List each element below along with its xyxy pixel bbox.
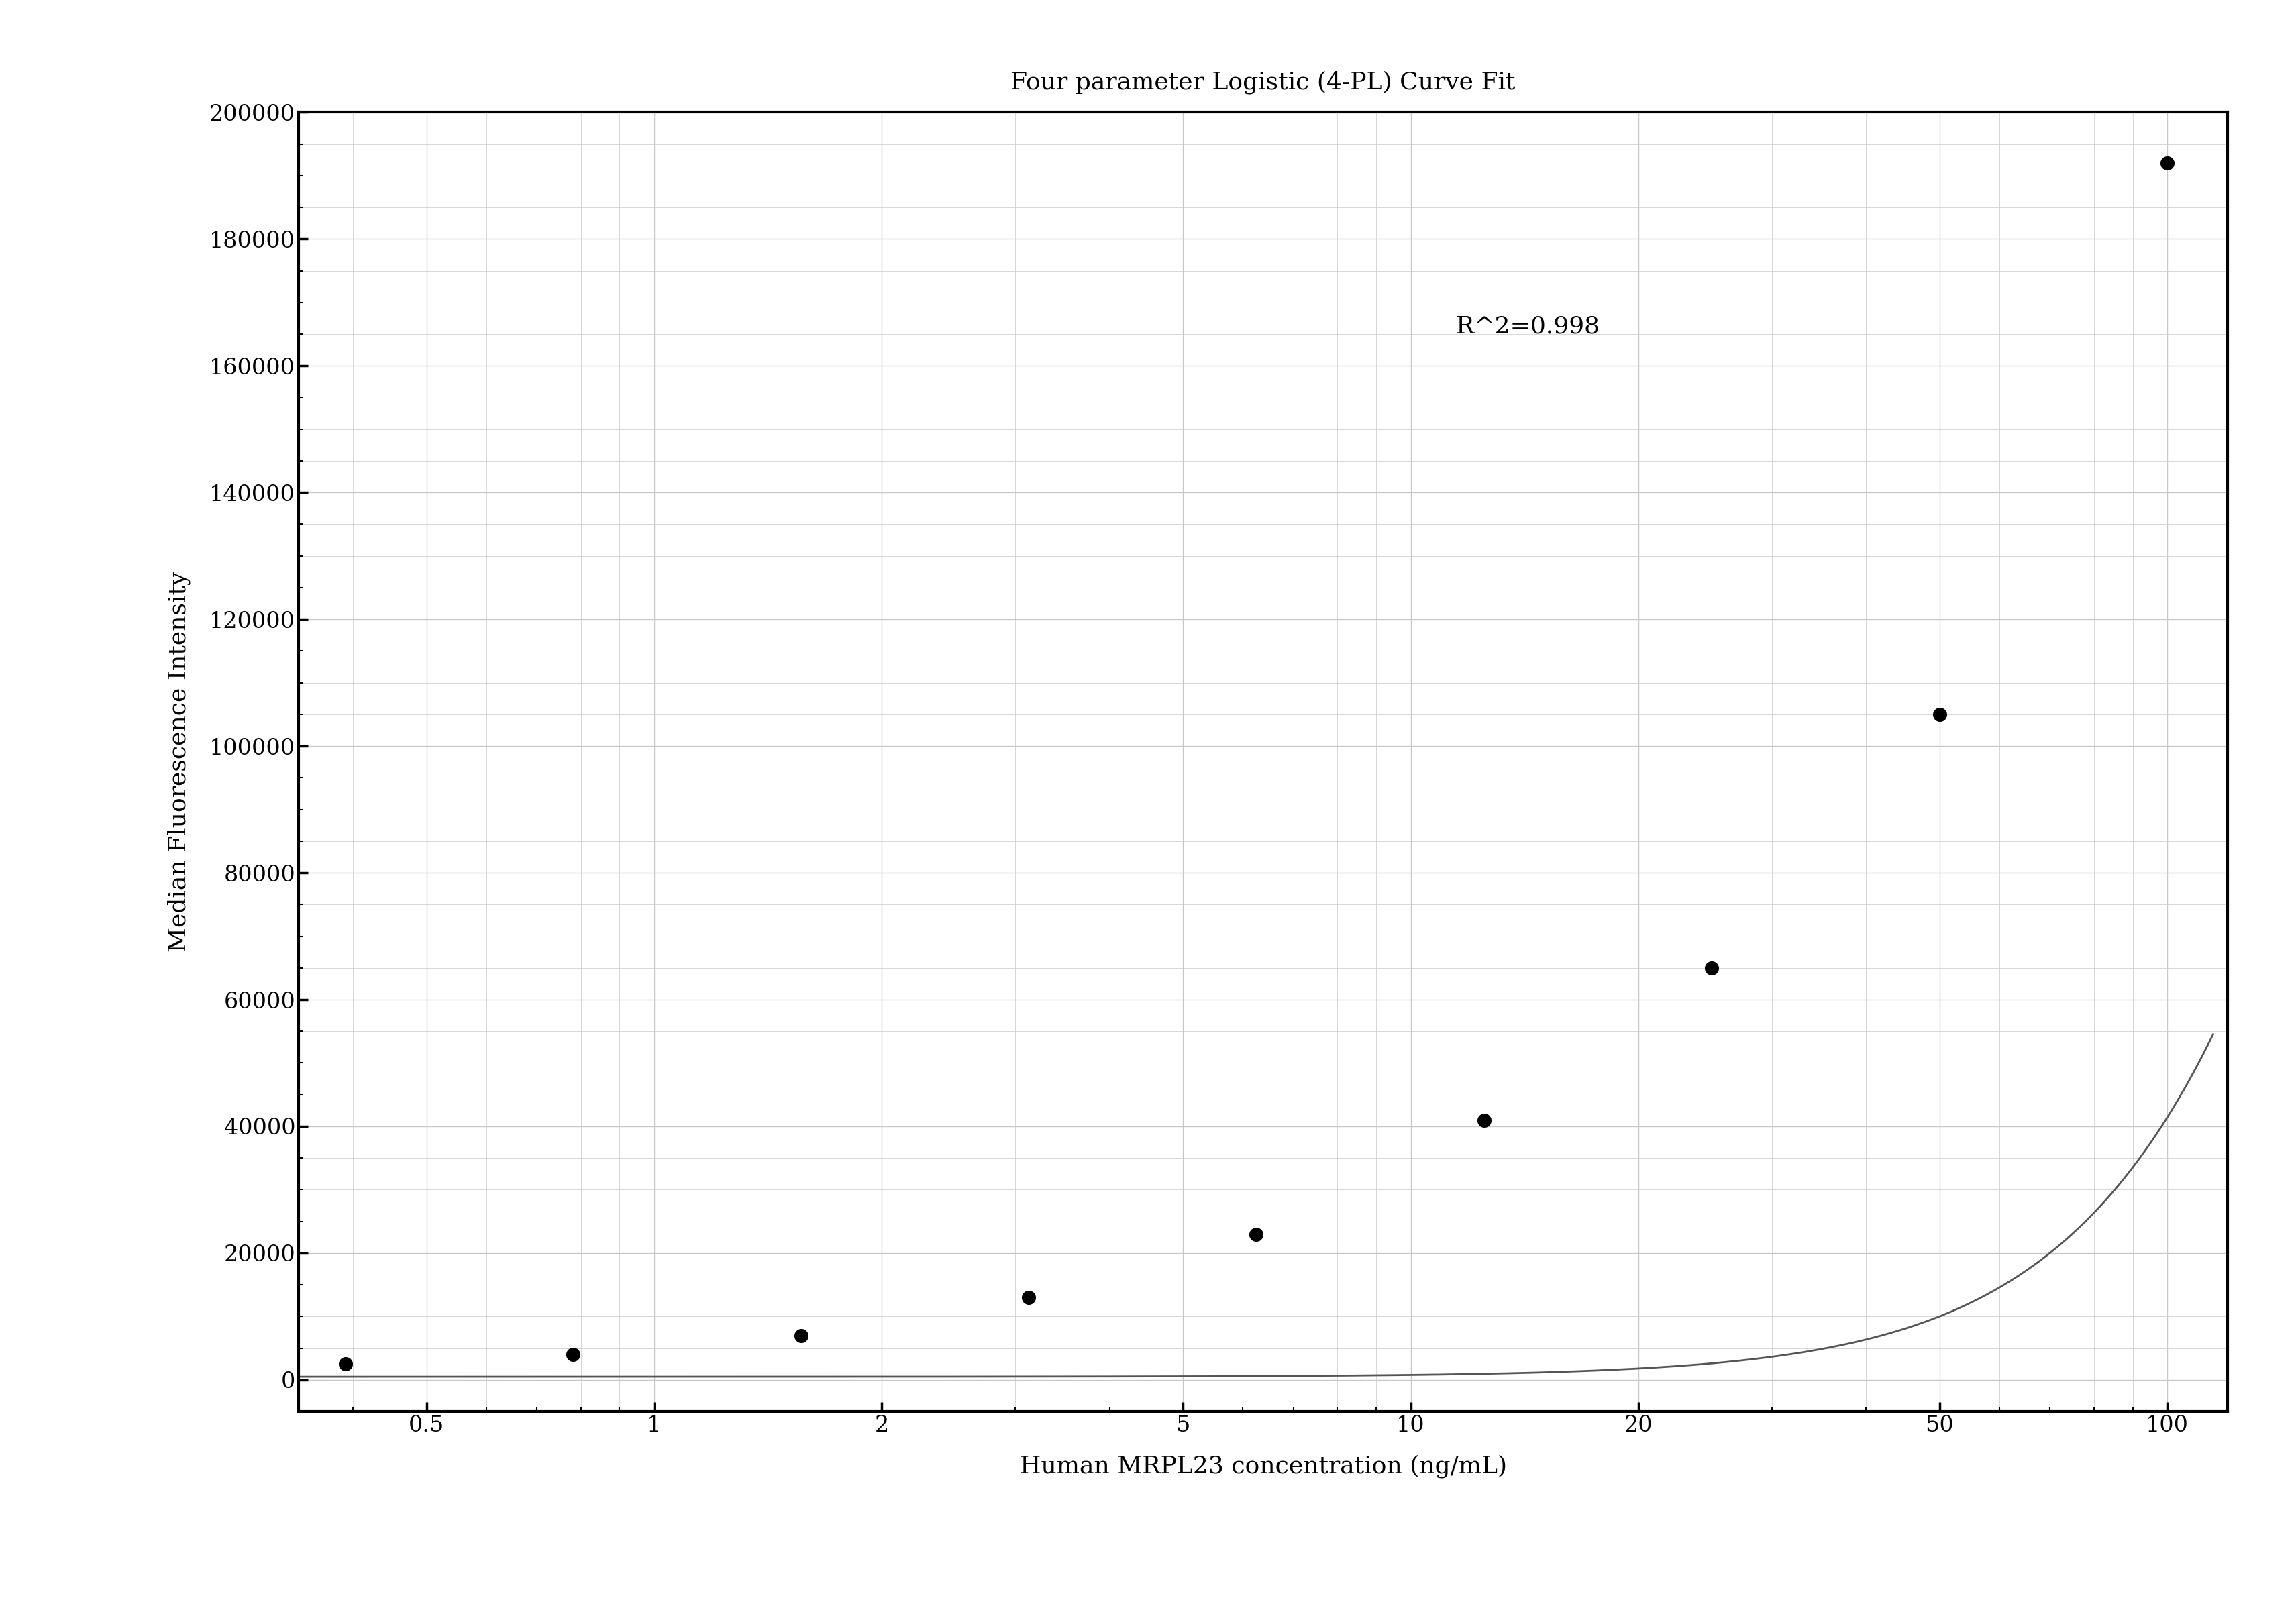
Point (326, 1351, 363, 1376)
Point (783, 1323, 820, 1349)
Point (553, 1341, 590, 1367)
Title: Four parameter Logistic (4-PL) Curve Fit: Four parameter Logistic (4-PL) Curve Fit (1010, 71, 1515, 95)
Point (1465, 1107, 1502, 1132)
Point (2149, 151, 2186, 176)
Point (1010, 1285, 1047, 1310)
Point (1692, 954, 1729, 980)
X-axis label: Human MRPL23 concentration (ng/mL): Human MRPL23 concentration (ng/mL) (1019, 1455, 1506, 1477)
Text: R^2=0.998: R^2=0.998 (1456, 314, 1600, 338)
Point (1919, 701, 1956, 727)
Point (1238, 1221, 1274, 1246)
Y-axis label: Median Fluorescence Intensity: Median Fluorescence Intensity (168, 571, 191, 953)
